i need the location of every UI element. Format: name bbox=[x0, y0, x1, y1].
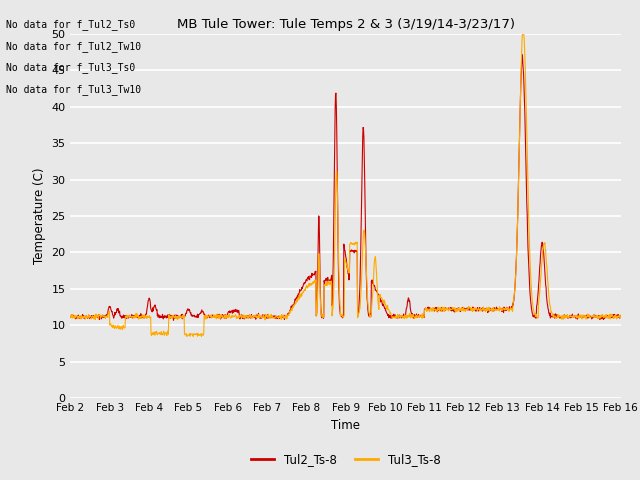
Tul3_Ts-8 bbox=[356, 307, 364, 312]
Tul2_Ts-8 bbox=[67, 313, 74, 319]
Tul2_Ts-8 bbox=[513, 225, 521, 231]
Y-axis label: Temperature (C): Temperature (C) bbox=[33, 168, 46, 264]
Title: MB Tule Tower: Tule Temps 2 & 3 (3/19/14-3/23/17): MB Tule Tower: Tule Temps 2 & 3 (3/19/14… bbox=[177, 18, 515, 31]
Tul2_Ts-8 bbox=[200, 312, 208, 318]
Tul2_Ts-8 bbox=[321, 277, 329, 283]
Text: No data for f_Tul3_Ts0: No data for f_Tul3_Ts0 bbox=[6, 62, 136, 73]
Tul2_Ts-8 bbox=[617, 314, 625, 320]
Legend: Tul2_Ts-8, Tul3_Ts-8: Tul2_Ts-8, Tul3_Ts-8 bbox=[246, 448, 445, 470]
Text: No data for f_Tul2_Ts0: No data for f_Tul2_Ts0 bbox=[6, 19, 136, 30]
Tul2_Ts-8 bbox=[356, 293, 364, 299]
Tul3_Ts-8 bbox=[609, 315, 617, 321]
Tul2_Ts-8 bbox=[609, 313, 617, 319]
X-axis label: Time: Time bbox=[331, 419, 360, 432]
Tul3_Ts-8 bbox=[257, 313, 264, 319]
Line: Tul2_Ts-8: Tul2_Ts-8 bbox=[70, 55, 621, 320]
Tul3_Ts-8 bbox=[183, 334, 191, 339]
Text: No data for f_Tul3_Tw10: No data for f_Tul3_Tw10 bbox=[6, 84, 141, 95]
Tul3_Ts-8 bbox=[200, 313, 208, 319]
Tul2_Ts-8 bbox=[518, 52, 526, 58]
Tul3_Ts-8 bbox=[513, 227, 521, 233]
Tul3_Ts-8 bbox=[617, 312, 625, 318]
Tul3_Ts-8 bbox=[67, 315, 74, 321]
Tul2_Ts-8 bbox=[170, 317, 177, 323]
Tul3_Ts-8 bbox=[321, 282, 329, 288]
Tul3_Ts-8 bbox=[518, 31, 526, 36]
Tul2_Ts-8 bbox=[257, 313, 264, 319]
Line: Tul3_Ts-8: Tul3_Ts-8 bbox=[70, 34, 621, 336]
Text: No data for f_Tul2_Tw10: No data for f_Tul2_Tw10 bbox=[6, 41, 141, 52]
